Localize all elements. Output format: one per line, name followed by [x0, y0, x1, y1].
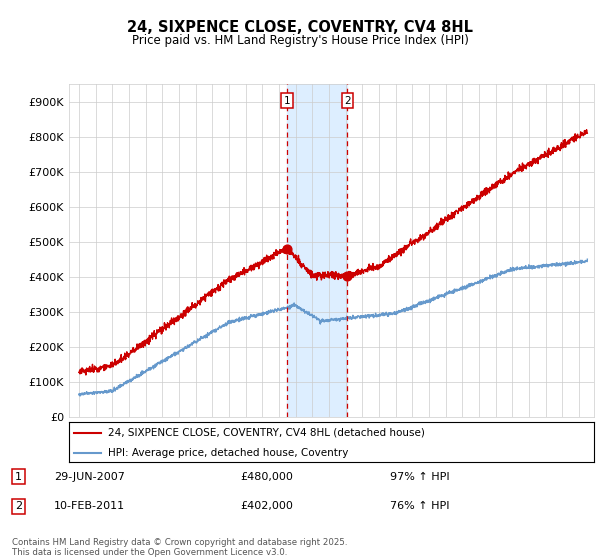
Text: 24, SIXPENCE CLOSE, COVENTRY, CV4 8HL (detached house): 24, SIXPENCE CLOSE, COVENTRY, CV4 8HL (d… — [109, 428, 425, 438]
Point — [343, 272, 352, 281]
Text: 76% ↑ HPI: 76% ↑ HPI — [390, 501, 449, 511]
Text: 1: 1 — [15, 472, 22, 482]
Text: 24, SIXPENCE CLOSE, COVENTRY, CV4 8HL: 24, SIXPENCE CLOSE, COVENTRY, CV4 8HL — [127, 20, 473, 35]
Text: 29-JUN-2007: 29-JUN-2007 — [54, 472, 125, 482]
Text: Contains HM Land Registry data © Crown copyright and database right 2025.
This d: Contains HM Land Registry data © Crown c… — [12, 538, 347, 557]
Text: 2: 2 — [15, 501, 22, 511]
Text: 97% ↑ HPI: 97% ↑ HPI — [390, 472, 449, 482]
Text: HPI: Average price, detached house, Coventry: HPI: Average price, detached house, Cove… — [109, 448, 349, 458]
Text: £480,000: £480,000 — [240, 472, 293, 482]
Text: 2: 2 — [344, 96, 351, 106]
Text: 10-FEB-2011: 10-FEB-2011 — [54, 501, 125, 511]
Text: £402,000: £402,000 — [240, 501, 293, 511]
Bar — [287, 84, 347, 417]
Point — [283, 244, 292, 253]
Text: 1: 1 — [284, 96, 290, 106]
Text: Price paid vs. HM Land Registry's House Price Index (HPI): Price paid vs. HM Land Registry's House … — [131, 34, 469, 46]
